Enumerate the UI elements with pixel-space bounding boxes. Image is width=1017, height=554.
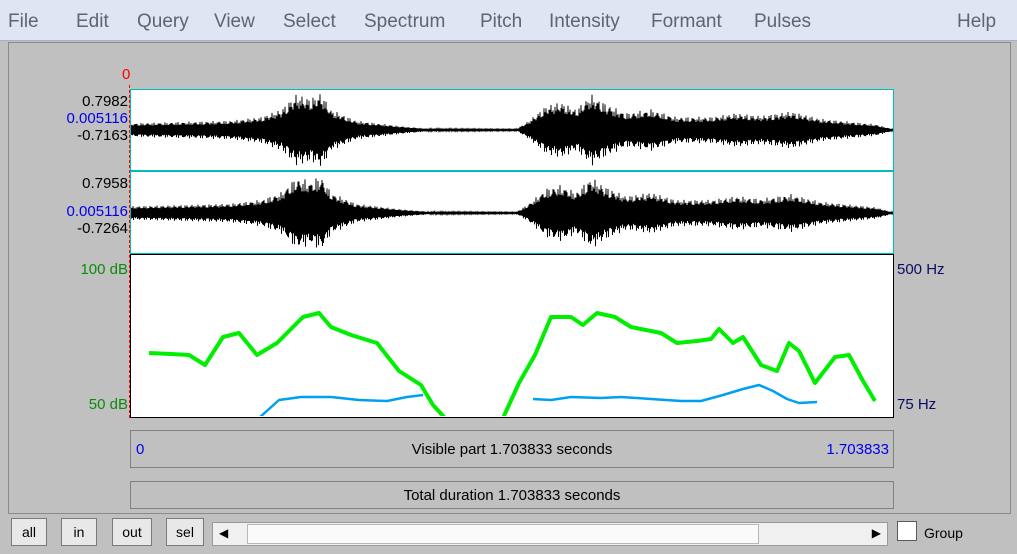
menu-spectrum[interactable]: Spectrum	[364, 11, 446, 32]
pitch-bottom-label: 75 Hz	[897, 396, 937, 413]
cursor-line	[129, 85, 130, 418]
pitch-top-label: 500 Hz	[897, 261, 945, 278]
menu-pitch[interactable]: Pitch	[480, 11, 523, 32]
channel2-cursor-value: 0.005116	[66, 203, 128, 220]
channel1-min-label: -0.7163	[77, 127, 128, 144]
cursor-time-label: 0	[122, 66, 131, 83]
intensity-curve	[148, 311, 877, 416]
visible-part-text: Visible part 1.703833 seconds	[411, 441, 613, 458]
intensity-bottom-label: 50 dB	[88, 396, 128, 413]
zoom-in-button[interactable]: in	[61, 518, 97, 546]
menu-file[interactable]: File	[8, 11, 39, 32]
visible-end-label: 1.703833	[826, 441, 889, 458]
group-label: Group	[924, 525, 963, 541]
zoom-out-button[interactable]: out	[112, 518, 152, 546]
waveform-channel-2-svg	[131, 178, 893, 248]
analysis-area[interactable]	[130, 254, 894, 418]
group-checkbox[interactable]	[897, 521, 917, 541]
scroll-left-arrow-icon[interactable]: ◀	[219, 526, 229, 540]
menu-select[interactable]: Select	[283, 11, 336, 32]
waveform-channel-1[interactable]	[130, 89, 894, 171]
zoom-all-button[interactable]: all	[11, 518, 47, 546]
pitch-curve-segment-2	[532, 383, 818, 405]
horizontal-scrollbar[interactable]: ◀ ▶	[212, 522, 888, 546]
channel1-max-label: 0.7982	[82, 93, 128, 110]
menu-query[interactable]: Query	[137, 11, 189, 32]
menu-help[interactable]: Help	[957, 11, 997, 32]
zoom-sel-button[interactable]: sel	[166, 518, 204, 546]
visible-part-bar[interactable]: 0 Visible part 1.703833 seconds 1.703833	[130, 430, 894, 468]
channel2-waveform	[131, 178, 893, 248]
intensity-top-label: 100 dB	[80, 261, 128, 278]
channel1-waveform	[131, 94, 893, 166]
menu-edit[interactable]: Edit	[76, 11, 109, 32]
pitch-curve-segment-1	[259, 393, 424, 416]
waveform-channel-2[interactable]	[130, 171, 894, 254]
menu-bar: File Edit Query View Select Spectrum Pit…	[0, 0, 1017, 41]
channel2-min-label: -0.7264	[77, 220, 128, 237]
channel1-cursor-value: 0.005116	[66, 110, 128, 127]
scroll-thumb[interactable]	[247, 524, 759, 544]
menu-intensity[interactable]: Intensity	[549, 11, 620, 32]
menu-view[interactable]: View	[214, 11, 255, 32]
total-duration-bar[interactable]: Total duration 1.703833 seconds	[130, 481, 894, 509]
waveform-channel-1-svg	[131, 94, 893, 166]
total-duration-text: Total duration 1.703833 seconds	[403, 487, 621, 504]
analysis-svg	[148, 311, 877, 416]
visible-start-label: 0	[136, 441, 145, 458]
scroll-right-arrow-icon[interactable]: ▶	[871, 526, 881, 540]
channel2-max-label: 0.7958	[82, 175, 128, 192]
menu-formant[interactable]: Formant	[651, 11, 722, 32]
menu-pulses[interactable]: Pulses	[754, 11, 812, 32]
